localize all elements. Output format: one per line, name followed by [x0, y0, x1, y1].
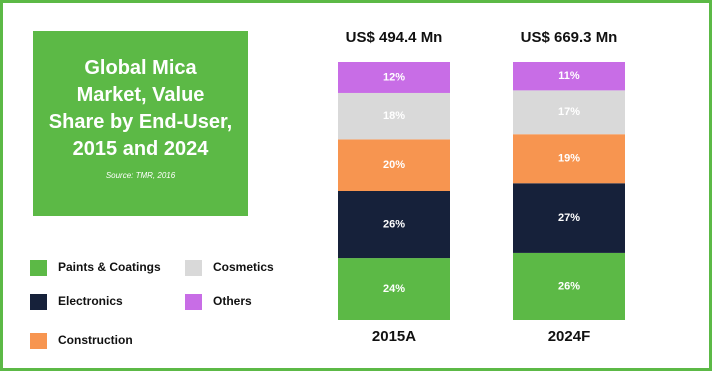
value-label: 11%	[558, 70, 580, 82]
x-tick-label: 2015A	[372, 328, 416, 345]
legend-swatch	[185, 260, 202, 276]
x-tick-label: 2024F	[548, 328, 591, 345]
bar-segment	[338, 62, 450, 93]
value-label: 12%	[383, 71, 405, 83]
value-label: 18%	[383, 110, 405, 122]
bar-segment	[513, 252, 625, 320]
legend-swatch	[30, 294, 47, 310]
value-label: 26%	[383, 218, 405, 230]
bar-segment	[338, 92, 450, 140]
bar-segment	[513, 183, 625, 253]
chart-title: Global Mica Market, Value Share by End-U…	[48, 57, 233, 160]
legend-label: Cosmetics	[213, 260, 274, 274]
legend-swatch	[30, 260, 47, 276]
legend-label: Others	[213, 294, 252, 308]
source: Source: TMR, 2016	[105, 171, 176, 180]
chart: US$ 494.4 Mn 2015A 24% 26% 20% 18% 12% US$ 669.…	[30, 29, 625, 349]
legend-swatch	[185, 294, 202, 310]
title-box: Global Mica Market, Value Share by End-U…	[33, 31, 248, 216]
value-label: 27%	[558, 212, 580, 224]
legend-swatch	[30, 333, 47, 349]
total-label: US$ 494.4 Mn	[346, 29, 443, 46]
bar-segment	[338, 258, 450, 320]
value-label: 19%	[558, 153, 580, 165]
total-label: US$ 669.3 Mn	[521, 29, 618, 46]
value-label: 17%	[558, 106, 580, 118]
bar-segment	[513, 90, 625, 135]
legend-label: Electronics	[58, 294, 123, 308]
legend-label: Construction	[58, 333, 133, 347]
value-label: 26%	[558, 280, 580, 292]
value-label: 24%	[383, 283, 405, 295]
bar-segment	[513, 134, 625, 184]
legend-label: Paints & Coatings	[58, 260, 161, 274]
value-label: 20%	[383, 159, 405, 171]
bar-segment	[338, 191, 450, 259]
bar-segment	[338, 139, 450, 191]
bar-segment	[513, 62, 625, 91]
